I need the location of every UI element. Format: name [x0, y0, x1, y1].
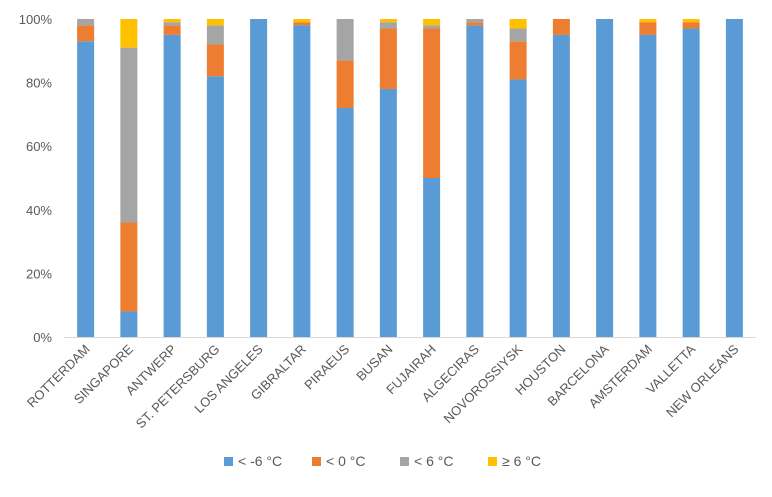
legend-swatch	[224, 457, 233, 466]
bar-segment-series-2	[466, 22, 484, 26]
bar-segment-series-3	[336, 19, 354, 61]
bar-segment-series-2	[682, 22, 700, 29]
x-category-label: BUSAN	[353, 342, 395, 384]
y-axis: 0% 20% 40% 60% 80% 100%	[19, 12, 53, 345]
bar-segment-series-2	[552, 19, 570, 35]
bar-segment-series-4	[120, 19, 138, 48]
bar-segment-series-3	[206, 25, 224, 45]
bar-segment-series-1	[639, 34, 657, 338]
bar-segment-series-3	[120, 47, 138, 223]
legend-label: ≥ 6 °C	[502, 453, 541, 469]
bar-segment-series-3	[77, 19, 95, 26]
bar-segment-series-4	[163, 19, 181, 23]
bar-segment-series-3	[423, 25, 441, 29]
legend-label: < 6 °C	[414, 453, 453, 469]
bar-segment-series-1	[336, 108, 354, 337]
bar-segment-series-4	[206, 19, 224, 26]
x-category-label: NOVOROSSIYSK	[441, 341, 526, 426]
bar-segment-series-4	[293, 19, 311, 23]
y-tick-label: 80%	[26, 76, 52, 91]
bars-area	[77, 19, 743, 338]
legend-label: < 0 °C	[326, 453, 365, 469]
x-category-label: PIRAEUS	[301, 341, 352, 392]
bar-segment-series-2	[379, 28, 397, 89]
y-tick-label: 60%	[26, 139, 52, 154]
bar-segment-series-2	[293, 22, 311, 26]
y-tick-label: 0%	[33, 330, 52, 345]
bar-segment-series-1	[250, 19, 268, 337]
bar-segment-series-4	[509, 19, 527, 29]
bar-segment-series-2	[120, 222, 138, 312]
bar-segment-series-1	[423, 178, 441, 337]
bar-segment-series-1	[682, 28, 700, 337]
legend-swatch	[488, 457, 497, 466]
bar-segment-series-1	[293, 25, 311, 338]
y-tick-label: 100%	[19, 12, 53, 27]
legend-swatch	[400, 457, 409, 466]
bar-segment-series-1	[552, 34, 570, 338]
bar-segment-series-3	[163, 22, 181, 26]
bar-segment-series-1	[379, 88, 397, 338]
legend: < -6 °C < 0 °C < 6 °C ≥ 6 °C	[224, 453, 541, 469]
bar-segment-series-3	[509, 28, 527, 42]
legend-label: < -6 °C	[238, 453, 282, 469]
bar-segment-series-2	[509, 41, 527, 80]
bar-segment-series-4	[423, 19, 441, 26]
bar-segment-series-2	[206, 44, 224, 77]
bar-segment-series-2	[336, 60, 354, 109]
bar-segment-series-1	[596, 19, 614, 337]
bar-segment-series-3	[466, 19, 484, 23]
bar-segment-series-3	[379, 22, 397, 29]
bar-segment-series-1	[509, 79, 527, 338]
bar-segment-series-1	[77, 41, 95, 337]
bar-segment-series-2	[639, 22, 657, 35]
bar-segment-series-4	[379, 19, 397, 23]
bar-segment-series-2	[163, 25, 181, 35]
bar-segment-series-2	[77, 25, 95, 42]
y-tick-label: 40%	[26, 203, 52, 218]
legend-swatch	[312, 457, 321, 466]
bar-segment-series-1	[466, 25, 484, 338]
bar-segment-series-2	[423, 28, 441, 178]
bar-segment-series-1	[725, 19, 743, 337]
y-tick-label: 20%	[26, 266, 52, 281]
bar-segment-series-4	[682, 19, 700, 23]
bar-segment-series-4	[639, 19, 657, 23]
bar-segment-series-1	[206, 76, 224, 338]
bar-segment-series-1	[120, 311, 138, 337]
bar-segment-series-1	[163, 34, 181, 338]
